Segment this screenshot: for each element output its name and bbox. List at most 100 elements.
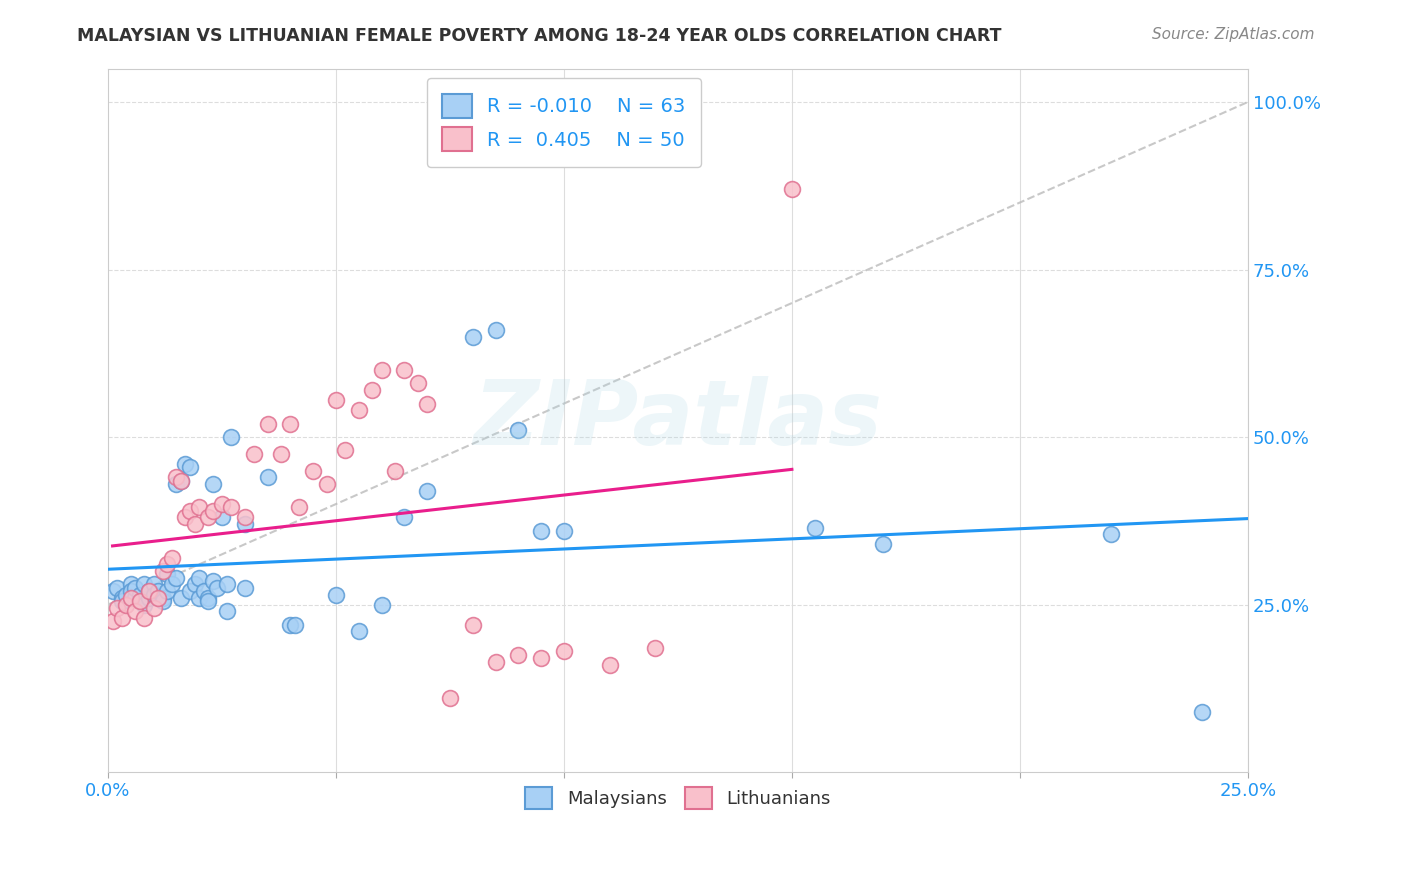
Point: [325, 587, 347, 601]
Point: [201, 504, 224, 518]
Text: ZIPatlas: ZIPatlas: [474, 376, 883, 465]
Point: [219, 430, 242, 444]
Point: [124, 581, 146, 595]
Point: [156, 584, 179, 599]
Point: [394, 363, 416, 377]
Point: [179, 584, 201, 599]
Point: [207, 581, 229, 595]
Point: [152, 564, 174, 578]
Point: [146, 591, 169, 605]
Point: [129, 594, 152, 608]
Point: [872, 537, 894, 551]
Point: [197, 594, 219, 608]
Point: [156, 567, 179, 582]
Point: [111, 591, 134, 605]
Point: [215, 577, 238, 591]
Point: [201, 477, 224, 491]
Point: [152, 594, 174, 608]
Point: [461, 329, 484, 343]
Point: [174, 457, 197, 471]
Point: [211, 497, 233, 511]
Point: [416, 396, 439, 410]
Point: [394, 510, 416, 524]
Point: [508, 648, 530, 662]
Point: [1099, 527, 1122, 541]
Point: [124, 591, 146, 605]
Point: [599, 657, 621, 672]
Point: [508, 423, 530, 437]
Point: [101, 615, 124, 629]
Point: [129, 587, 152, 601]
Point: [530, 524, 553, 538]
Point: [152, 591, 174, 605]
Point: [215, 604, 238, 618]
Point: [170, 474, 193, 488]
Point: [233, 581, 256, 595]
Point: [333, 443, 356, 458]
Point: [179, 504, 201, 518]
Point: [142, 577, 165, 591]
Point: [160, 550, 183, 565]
Point: [644, 641, 666, 656]
Point: [170, 474, 193, 488]
Point: [553, 524, 575, 538]
Point: [142, 601, 165, 615]
Point: [406, 376, 429, 391]
Point: [233, 510, 256, 524]
Point: [780, 182, 803, 196]
Text: MALAYSIAN VS LITHUANIAN FEMALE POVERTY AMONG 18-24 YEAR OLDS CORRELATION CHART: MALAYSIAN VS LITHUANIAN FEMALE POVERTY A…: [77, 27, 1002, 45]
Point: [138, 591, 160, 605]
Point: [138, 584, 160, 599]
Point: [134, 598, 156, 612]
Point: [146, 584, 169, 599]
Point: [347, 624, 370, 639]
Legend: Malaysians, Lithuanians: Malaysians, Lithuanians: [517, 780, 838, 816]
Point: [280, 417, 302, 431]
Point: [188, 500, 211, 515]
Point: [111, 611, 134, 625]
Point: [111, 594, 134, 608]
Point: [280, 617, 302, 632]
Point: [233, 517, 256, 532]
Point: [256, 417, 278, 431]
Point: [105, 581, 128, 595]
Point: [142, 587, 165, 601]
Point: [288, 500, 311, 515]
Point: [165, 571, 187, 585]
Point: [530, 651, 553, 665]
Point: [105, 601, 128, 615]
Point: [165, 477, 187, 491]
Point: [325, 393, 347, 408]
Point: [370, 363, 392, 377]
Point: [370, 598, 392, 612]
Point: [193, 584, 215, 599]
Point: [347, 403, 370, 417]
Point: [120, 591, 142, 605]
Point: [197, 510, 219, 524]
Point: [170, 591, 193, 605]
Point: [134, 577, 156, 591]
Point: [201, 574, 224, 588]
Point: [270, 447, 292, 461]
Point: [553, 644, 575, 658]
Text: Source: ZipAtlas.com: Source: ZipAtlas.com: [1152, 27, 1315, 42]
Point: [188, 571, 211, 585]
Point: [156, 558, 179, 572]
Point: [484, 323, 506, 337]
Point: [183, 577, 205, 591]
Point: [256, 470, 278, 484]
Point: [160, 577, 183, 591]
Point: [129, 594, 152, 608]
Point: [120, 584, 142, 599]
Point: [384, 464, 406, 478]
Point: [183, 517, 205, 532]
Point: [115, 598, 138, 612]
Point: [416, 483, 439, 498]
Point: [197, 591, 219, 605]
Point: [174, 510, 197, 524]
Point: [124, 604, 146, 618]
Point: [101, 584, 124, 599]
Point: [138, 584, 160, 599]
Point: [461, 617, 484, 632]
Point: [165, 470, 187, 484]
